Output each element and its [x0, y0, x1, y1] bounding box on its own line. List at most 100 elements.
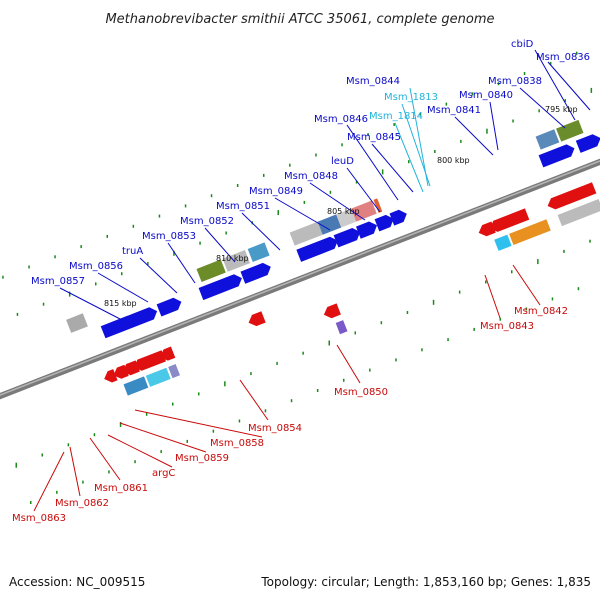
- tick-dot: [590, 87, 593, 93]
- forward-annotation: [222, 250, 250, 272]
- gene-label-msm-0836: Msm_0836: [536, 52, 590, 63]
- forward-cds: [575, 134, 600, 153]
- reverse-annotation: [335, 320, 348, 335]
- tick-dot: [2, 275, 4, 279]
- tick-dot: [224, 381, 226, 387]
- tick-dot: [589, 239, 591, 243]
- label-leader-line: [69, 446, 81, 497]
- tick-dot: [445, 102, 448, 106]
- tick-dot: [108, 470, 110, 474]
- label-leader-line: [134, 409, 263, 438]
- gene-label-msm-0862: Msm_0862: [55, 498, 109, 509]
- tick-dot: [277, 210, 279, 216]
- tick-label-810: 810 kbp: [216, 254, 249, 263]
- tick-dot: [381, 169, 384, 175]
- tick-dot: [184, 204, 187, 208]
- gene-label-msm-0863: Msm_0863: [12, 513, 66, 524]
- reverse-annotation: [509, 219, 551, 245]
- label-leader-line: [33, 451, 65, 512]
- tick-dot: [290, 399, 293, 403]
- gene-label-msm-0856: Msm_0856: [69, 261, 123, 272]
- forward-cds: [240, 262, 271, 284]
- gene-label-msm-0858: Msm_0858: [210, 438, 264, 449]
- tick-dot: [341, 143, 343, 147]
- tick-dot: [406, 311, 409, 314]
- tick-dot: [367, 133, 369, 137]
- tick-dot: [41, 453, 43, 457]
- tick-dot: [132, 224, 135, 228]
- label-leader-line: [167, 242, 196, 284]
- genome-backbone: [0, 158, 600, 400]
- label-leader-line: [512, 264, 541, 306]
- tick-dot: [408, 160, 410, 164]
- tick-dot: [421, 348, 423, 352]
- gene-label-leud: leuD: [331, 156, 354, 167]
- tick-dot: [316, 389, 319, 392]
- forward-annotation: [317, 214, 342, 235]
- tick-dot: [447, 338, 449, 342]
- tick-dot: [30, 501, 32, 504]
- tick-dot: [121, 272, 123, 276]
- tick-dot: [173, 250, 175, 256]
- tick-dot: [302, 351, 304, 355]
- tick-dot: [523, 72, 526, 75]
- tick-dot: [289, 163, 291, 167]
- label-leader-line: [119, 422, 207, 453]
- tick-dot: [369, 368, 371, 372]
- rna-gene-labels: Msm_1813 Msm_1814: [369, 92, 438, 122]
- forward-cds: [296, 236, 338, 262]
- reverse-annotation: [123, 376, 149, 396]
- gene-label-msm-1814: Msm_1814: [369, 111, 423, 122]
- forward-cds: [333, 228, 361, 248]
- label-leader-line: [346, 124, 399, 201]
- forward-annotation: [535, 129, 560, 150]
- tick-label-805: 805 kbp: [327, 207, 360, 216]
- forward-annotation: [373, 198, 383, 213]
- tick-dot: [134, 460, 136, 464]
- map-title: Methanobrevibacter smithii ATCC 35061, c…: [105, 12, 494, 27]
- reverse-annotation: [168, 364, 180, 379]
- label-leader-line: [107, 434, 173, 468]
- tick-dot: [499, 317, 501, 321]
- label-leader-line: [59, 287, 123, 321]
- gene-label-msm-0852: Msm_0852: [180, 216, 234, 227]
- tick-dot: [210, 194, 213, 198]
- gene-label-msm-0846: Msm_0846: [314, 114, 368, 125]
- forward-cds: [100, 307, 158, 339]
- label-leader-line: [519, 87, 566, 129]
- tick-dot: [56, 490, 58, 494]
- tick-dot: [158, 214, 161, 218]
- gene-label-msm-0838: Msm_0838: [488, 76, 542, 87]
- gene-label-argc: argC: [152, 468, 175, 479]
- tick-labels: 795 kbp 800 kbp 805 kbp 810 kbp 815 kbp: [104, 105, 578, 308]
- reverse-cds: [323, 303, 341, 319]
- gene-label-msm-0848: Msm_0848: [284, 171, 338, 182]
- forward-annotation: [247, 242, 270, 262]
- tick-dot: [564, 99, 566, 103]
- label-leader-line: [454, 116, 494, 156]
- tick-dot: [238, 419, 241, 423]
- tick-dot: [119, 422, 122, 427]
- label-lines: [33, 49, 591, 512]
- label-leader-line: [274, 197, 331, 231]
- forward-cds: [538, 144, 575, 168]
- label-leader-line: [409, 87, 429, 187]
- tick-dot: [225, 231, 227, 235]
- gene-label-msm-0843: Msm_0843: [480, 321, 534, 332]
- label-leader-line: [97, 272, 149, 303]
- label-leader-line: [346, 167, 381, 213]
- reverse-annotation: [494, 234, 512, 251]
- tick-dot: [512, 119, 514, 123]
- label-leader-line: [89, 437, 121, 481]
- tick-dot: [82, 480, 84, 484]
- tick-dot: [486, 128, 488, 134]
- tick-dot: [95, 282, 97, 286]
- tick-dot: [485, 280, 487, 284]
- tick-dot: [329, 190, 332, 194]
- forward-cds: [356, 221, 377, 239]
- forward-cds: [389, 209, 407, 226]
- reverse-cds: [248, 311, 266, 327]
- tick-dot: [264, 409, 267, 413]
- tick-dot: [328, 340, 330, 346]
